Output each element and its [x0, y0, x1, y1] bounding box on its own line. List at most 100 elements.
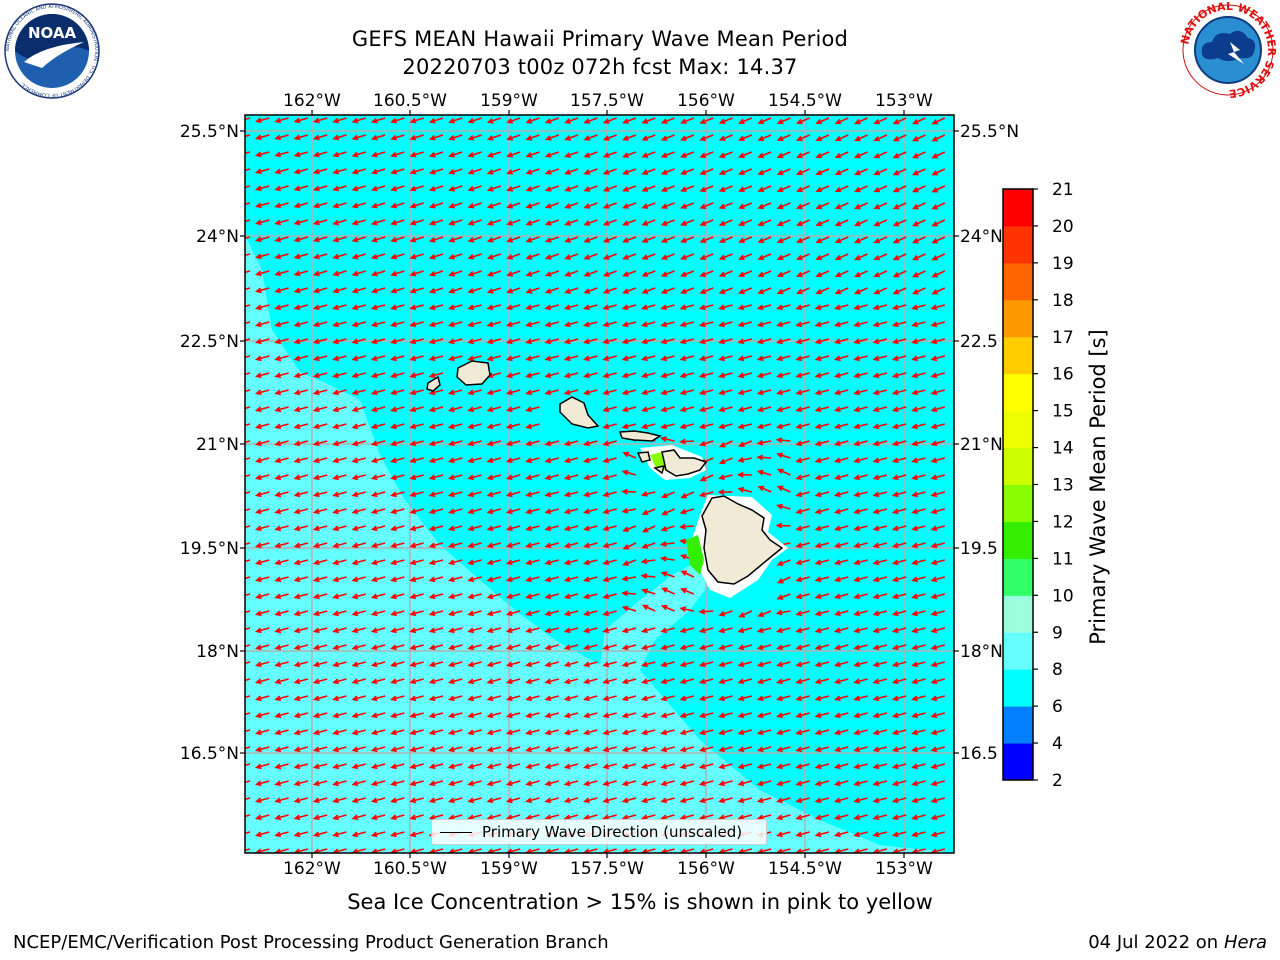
wave-arrow — [428, 474, 444, 481]
wave-arrow — [467, 406, 482, 413]
wave-arrow — [274, 627, 289, 634]
wave-arrow — [699, 134, 714, 141]
wave-arrow — [447, 627, 463, 634]
wave-arrow — [814, 389, 830, 396]
wave-arrow — [718, 355, 733, 362]
wave-arrow — [351, 219, 367, 226]
wave-arrow — [833, 355, 849, 362]
wave-arrow — [544, 797, 560, 804]
wave-arrow — [930, 729, 946, 736]
wave-arrow — [370, 338, 386, 345]
wave-arrow — [718, 746, 733, 753]
wave-arrow — [853, 746, 868, 753]
wave-arrow — [370, 355, 386, 362]
wave-arrow — [506, 151, 521, 158]
wave-arrow — [737, 712, 753, 719]
wave-arrow — [312, 474, 328, 481]
wave-arrow — [912, 219, 926, 227]
wave-arrow — [719, 440, 733, 448]
wave-arrow — [660, 797, 675, 804]
wave-arrow — [370, 287, 386, 294]
wave-arrow — [911, 627, 926, 634]
wave-arrow — [660, 321, 675, 328]
wave-arrow — [679, 814, 695, 821]
wave-arrow — [892, 287, 907, 295]
wave-arrow — [641, 202, 656, 209]
wave-arrow — [409, 355, 424, 362]
wave-arrow — [891, 661, 907, 668]
wave-arrow — [833, 321, 849, 328]
wave-arrow — [370, 780, 386, 787]
wave-arrow — [776, 151, 791, 159]
wave-arrow — [293, 610, 309, 617]
wave-arrow — [660, 219, 675, 226]
lon-tick-label-top: 156°W — [677, 91, 735, 111]
wave-arrow — [370, 610, 386, 617]
wave-arrow — [718, 610, 733, 617]
lat-tick-label-right: 16.5 — [960, 744, 998, 764]
wave-arrow — [660, 355, 675, 362]
wave-arrow — [447, 780, 463, 787]
wave-arrow — [911, 746, 926, 753]
wave-arrow — [680, 236, 695, 243]
wave-arrow — [737, 729, 753, 736]
wave-arrow — [351, 185, 367, 192]
wave-arrow — [833, 576, 849, 583]
wave-arrow — [351, 644, 367, 651]
wave-arrow — [853, 474, 868, 481]
wave-arrow — [602, 525, 617, 532]
wave-arrow — [795, 525, 810, 532]
island-kahoolawe — [653, 464, 666, 475]
wave-arrow — [447, 338, 463, 345]
wave-arrow — [640, 406, 656, 413]
wave-arrow — [505, 542, 521, 549]
wave-arrow — [370, 508, 386, 515]
wave-arrow — [912, 287, 926, 295]
wave-arrow — [467, 185, 482, 192]
wave-arrow — [486, 185, 502, 192]
wave-arrow — [447, 576, 463, 583]
wave-arrow — [506, 185, 521, 192]
wave-arrow — [872, 304, 888, 311]
wave-arrow — [872, 814, 888, 821]
wave-arrow — [718, 763, 733, 770]
wave-arrow — [312, 423, 328, 430]
wave-arrow — [563, 389, 579, 396]
wave-arrow — [467, 202, 482, 209]
colorbar-tick-label: 11 — [1052, 549, 1074, 569]
wave-arrow — [737, 423, 753, 430]
wave-arrow — [409, 321, 424, 328]
wave-arrow — [930, 321, 946, 328]
wave-arrow — [544, 814, 560, 821]
wave-arrow — [854, 168, 868, 176]
wave-arrow — [564, 185, 579, 192]
island-molokai — [618, 430, 662, 442]
wave-arrow — [312, 457, 328, 464]
wave-arrow — [390, 559, 405, 566]
wave-arrow — [254, 389, 270, 396]
wave-arrow — [660, 168, 675, 175]
wave-arrow — [564, 287, 579, 294]
wave-arrow — [602, 644, 617, 651]
legend-line-swatch — [440, 831, 472, 833]
wave-arrow — [544, 525, 560, 532]
wave-arrow — [312, 219, 328, 226]
wave-arrow — [776, 452, 791, 459]
wave-arrow — [254, 593, 270, 600]
wave-arrow — [698, 763, 714, 770]
wave-arrow — [815, 134, 830, 142]
wave-arrow — [679, 438, 694, 445]
wave-arrow — [486, 321, 502, 328]
wave-arrow — [583, 219, 598, 226]
wave-arrow — [274, 219, 289, 226]
wave-arrow — [776, 678, 791, 685]
wave-arrow — [544, 491, 560, 498]
wave-arrow — [467, 287, 482, 294]
wave-arrow — [833, 797, 849, 804]
wave-arrow — [254, 372, 270, 379]
wave-arrow — [390, 678, 405, 685]
wave-arrow — [245, 542, 251, 546]
wave-arrow — [814, 508, 830, 515]
wave-arrow — [351, 746, 367, 753]
wave-arrow — [409, 491, 424, 498]
